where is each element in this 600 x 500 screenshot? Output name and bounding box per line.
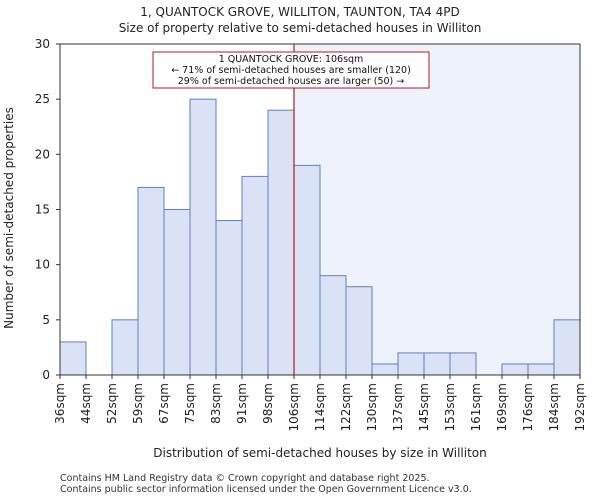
histogram-bar <box>553 319 581 376</box>
y-tick-label: 0 <box>42 368 50 382</box>
histogram-bar <box>267 109 295 376</box>
annotation-line-1: 1 QUANTOCK GROVE: 106sqm <box>219 54 364 65</box>
chart-title: 1, QUANTOCK GROVE, WILLITON, TAUNTON, TA… <box>140 5 460 19</box>
x-tick-label: 145sqm <box>417 383 431 431</box>
histogram-bar <box>397 352 425 376</box>
histogram-bar <box>449 352 477 376</box>
x-tick-label: 75sqm <box>183 383 197 424</box>
x-tick-label: 114sqm <box>313 383 327 431</box>
x-tick-label: 91sqm <box>235 383 249 424</box>
x-tick-label: 184sqm <box>547 383 561 431</box>
x-tick-label: 83sqm <box>209 383 223 424</box>
histogram-bar <box>423 352 451 376</box>
y-tick-label: 10 <box>35 258 50 272</box>
histogram-bar <box>111 319 139 376</box>
x-tick-label: 106sqm <box>287 383 301 431</box>
x-tick-label: 122sqm <box>339 383 353 431</box>
x-tick-label: 98sqm <box>261 383 275 424</box>
x-tick-label: 169sqm <box>495 383 509 431</box>
x-tick-label: 44sqm <box>79 383 93 424</box>
histogram-bar <box>59 341 87 376</box>
x-tick-label: 161sqm <box>469 383 483 431</box>
x-axis-label: Distribution of semi-detached houses by … <box>153 446 486 460</box>
footer-licence: Contains public sector information licen… <box>60 484 472 495</box>
histogram-bar <box>371 363 399 376</box>
y-tick-label: 15 <box>35 203 50 217</box>
x-tick-label: 130sqm <box>365 383 379 431</box>
x-tick-label: 67sqm <box>157 383 171 424</box>
x-tick-label: 59sqm <box>131 383 145 424</box>
histogram-bar <box>137 186 165 376</box>
histogram-bar <box>501 363 529 376</box>
x-tick-label: 36sqm <box>53 383 67 424</box>
histogram-bar <box>527 363 555 376</box>
histogram-bar <box>215 220 243 376</box>
y-tick-label: 30 <box>35 37 50 51</box>
x-tick-label: 176sqm <box>521 383 535 431</box>
y-tick-label: 5 <box>42 313 50 327</box>
histogram-bar <box>319 275 347 376</box>
footer-copyright: Contains HM Land Registry data © Crown c… <box>60 473 430 484</box>
annotation-line-2: ← 71% of semi-detached houses are smalle… <box>171 65 411 76</box>
x-tick-label: 52sqm <box>105 383 119 424</box>
histogram-bar <box>345 286 373 376</box>
annotation-line-3: 29% of semi-detached houses are larger (… <box>178 76 405 87</box>
x-tick-label: 192sqm <box>573 383 587 431</box>
histogram-bar <box>189 98 217 376</box>
histogram-bar <box>241 175 269 376</box>
y-axis-label: Number of semi-detached properties <box>2 107 16 329</box>
histogram-bar <box>163 209 191 376</box>
x-tick-label: 153sqm <box>443 383 457 431</box>
annotation-box <box>152 51 430 89</box>
x-tick-label: 137sqm <box>391 383 405 431</box>
y-tick-label: 20 <box>35 147 50 161</box>
y-tick-label: 25 <box>35 92 50 106</box>
histogram-bar <box>293 164 321 376</box>
chart-subtitle: Size of property relative to semi-detach… <box>118 21 482 35</box>
